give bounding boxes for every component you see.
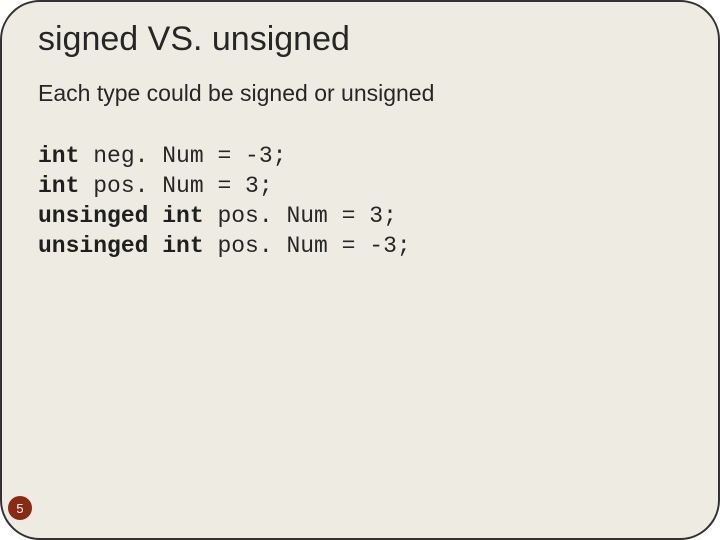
code-keyword: unsinged int: [38, 203, 204, 229]
code-line: unsinged int pos. Num = -3;: [38, 232, 411, 262]
slide-title: signed VS. unsigned: [38, 20, 350, 59]
page-number: 5: [16, 501, 23, 516]
code-keyword: int: [38, 173, 79, 199]
code-rest: pos. Num = -3;: [204, 233, 411, 259]
code-rest: pos. Num = 3;: [79, 173, 272, 199]
code-keyword: unsinged int: [38, 233, 204, 259]
code-block: int neg. Num = -3; int pos. Num = 3; uns…: [38, 142, 411, 262]
code-rest: neg. Num = -3;: [79, 143, 286, 169]
code-line: unsinged int pos. Num = 3;: [38, 202, 411, 232]
slide-frame: signed VS. unsigned Each type could be s…: [0, 0, 720, 540]
code-keyword: int: [38, 143, 79, 169]
code-line: int neg. Num = -3;: [38, 142, 411, 172]
slide-subtitle: Each type could be signed or unsigned: [38, 80, 434, 107]
code-line: int pos. Num = 3;: [38, 172, 411, 202]
page-number-badge: 5: [8, 496, 32, 520]
code-rest: pos. Num = 3;: [204, 203, 397, 229]
